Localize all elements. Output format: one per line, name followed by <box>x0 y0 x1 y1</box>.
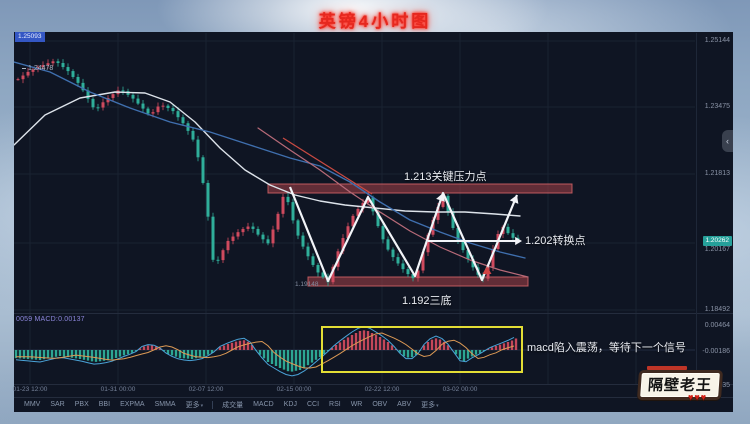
price-axis-tick: 1.23475 <box>704 103 730 110</box>
page-title: 英镑4小时图 <box>318 12 432 31</box>
price-axis-tick: -0.00186 <box>702 348 730 355</box>
indicator-toolbar: MMV SAR PBX BBI EXPMA SMMA 更多▾ 成交量 MACD KDJ CCI RSI… <box>14 397 733 412</box>
chart-window[interactable]: 1.25093 1.24478 0059 MACD:0.00137 1.213关… <box>12 32 733 412</box>
caret-down-icon: ▾ <box>436 402 439 409</box>
time-axis-label: 01-31 00:00 <box>100 386 136 393</box>
toolbar-item-abv[interactable]: ABV <box>397 401 412 408</box>
resistance-zone <box>267 183 573 194</box>
swing-high-label: 1.24478 <box>22 65 53 72</box>
annotation-macd-note: macd陷入震荡，等待下一个信号 <box>527 342 686 354</box>
price-axis-tick: 1.20167 <box>704 246 730 253</box>
macd-panel <box>14 325 518 377</box>
toolbar-item-rsi[interactable]: RSI <box>329 401 341 408</box>
price-axis-tick: 0.00464 <box>704 322 730 329</box>
time-axis-label: 01-23 12:00 <box>12 386 48 393</box>
toolbar-divider <box>212 400 214 409</box>
time-axis-label: 02-15 00:00 <box>276 386 312 393</box>
annotation-resistance: 1.213关键压力点 <box>404 171 487 183</box>
toolbar-item-pbx[interactable]: PBX <box>74 401 89 408</box>
toolbar-item-kdj[interactable]: KDJ <box>283 401 297 408</box>
macd-dif-line <box>15 325 515 377</box>
swing-low-label: 1.19148 <box>295 281 319 288</box>
ma-short-pink <box>257 127 529 278</box>
macd-indicator-readout: 0059 MACD:0.00137 <box>16 316 85 323</box>
toolbar-item-smma[interactable]: SMMA <box>154 401 176 408</box>
ma-long-white <box>14 91 521 217</box>
zigzag-pattern <box>288 186 522 283</box>
time-axis[interactable]: 01-23 12:00 01-31 00:00 02-07 12:00 02-15 0… <box>12 385 733 397</box>
toolbar-item-cci[interactable]: CCI <box>306 401 320 408</box>
time-axis-label: 02-07 12:00 <box>188 386 224 393</box>
time-axis-label: 02-22 12:00 <box>364 386 400 393</box>
pivot-arrowhead <box>515 236 522 246</box>
axis-collapse-button[interactable]: ‹ <box>722 130 733 152</box>
toolbar-item-sar[interactable]: SAR <box>50 401 65 408</box>
watermark-top-bar <box>647 366 687 370</box>
price-axis-tick: 1.18492 <box>704 306 730 313</box>
toolbar-item-bbi[interactable]: BBI <box>98 401 111 408</box>
price-axis-tick: 1.21813 <box>704 170 730 177</box>
watermark-name: 隔壁老王 <box>636 370 724 400</box>
macd-highlight-box <box>321 326 523 373</box>
zigzag-arrowhead <box>436 193 445 202</box>
toolbar-item-expma[interactable]: EXPMA <box>120 401 145 408</box>
toolbar-item-成交量[interactable]: 成交量 <box>222 401 244 409</box>
toolbar-item-macd[interactable]: MACD <box>253 401 274 408</box>
buy-signal-triangle <box>482 266 492 274</box>
price-axis-tick: 1.25144 <box>704 37 730 44</box>
chart-canvas[interactable] <box>14 32 733 412</box>
annotation-triple-bottom: 1.192三底 <box>402 295 452 307</box>
grid-lines <box>14 33 695 384</box>
hearts-icon: ♥♥♥ <box>688 392 708 402</box>
ma-mid-blue <box>14 61 526 259</box>
annotation-pivot: 1.202转换点 <box>525 235 586 247</box>
toolbar-item-更多[interactable]: 更多▾ <box>185 401 204 409</box>
tick-mark <box>22 67 26 69</box>
zigzag-arrowhead <box>509 195 519 204</box>
toolbar-item-obv[interactable]: OBV <box>372 401 388 408</box>
down-trendline <box>282 137 373 195</box>
watermark: 隔壁老王 ♥♥♥ <box>636 364 740 404</box>
toolbar-item-mmv[interactable]: MMV <box>24 401 41 408</box>
macd-dea-line <box>16 332 515 369</box>
current-price-tag: 1.20262 <box>702 236 732 246</box>
left-price-tag: 1.25093 <box>15 32 45 42</box>
toolbar-item-wr[interactable]: WR <box>350 401 363 408</box>
caret-down-icon: ▾ <box>200 402 204 409</box>
toolbar-item-更多[interactable]: 更多▾ <box>421 401 439 409</box>
time-axis-label: 03-02 00:00 <box>442 386 478 393</box>
